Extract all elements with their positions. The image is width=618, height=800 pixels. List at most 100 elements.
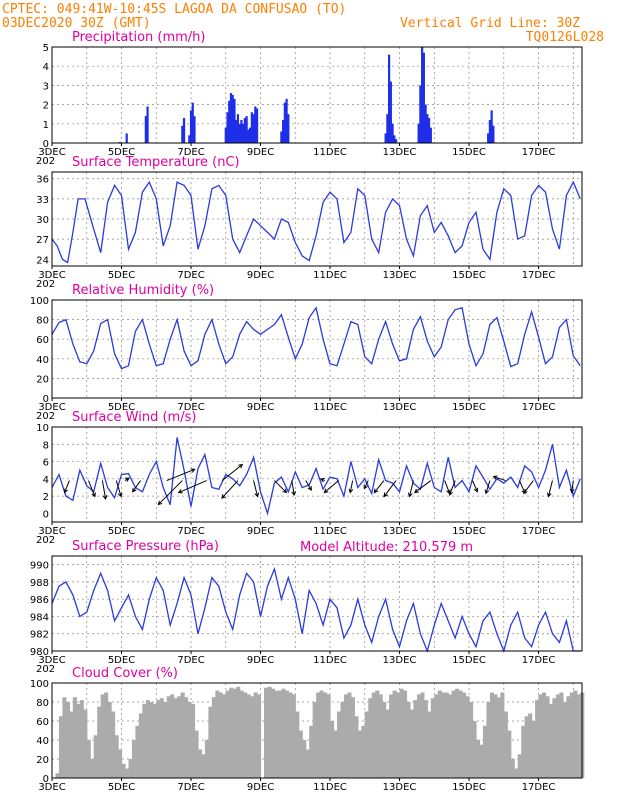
cloud-bar bbox=[264, 687, 269, 778]
x-tick-label: 7DEC bbox=[177, 655, 204, 666]
cloud-bar bbox=[319, 690, 324, 778]
cloud-bar bbox=[218, 692, 223, 778]
precip-bar bbox=[429, 127, 432, 143]
wind-arrow bbox=[546, 480, 553, 498]
year-stub: 202 bbox=[36, 535, 55, 546]
x-tick-label: 17DEC bbox=[522, 402, 556, 413]
x-tick-label: 3DEC bbox=[38, 402, 65, 413]
cloud-bar bbox=[416, 694, 421, 778]
precip-bar bbox=[419, 85, 422, 143]
x-tick-label: 9DEC bbox=[247, 147, 274, 158]
x-tick-label: 7DEC bbox=[177, 270, 204, 281]
cloud-bar bbox=[521, 725, 526, 778]
y-tick-label: 986 bbox=[30, 595, 49, 606]
cloud-bar bbox=[482, 725, 488, 778]
x-tick-label: 3DEC bbox=[38, 526, 65, 537]
wind-arrow bbox=[166, 468, 196, 482]
wind-arrow bbox=[472, 480, 479, 493]
cloud-bar bbox=[257, 694, 262, 778]
x-tick-label: 5DEC bbox=[108, 655, 135, 666]
wind-arrow bbox=[523, 480, 534, 495]
cloud-bar bbox=[281, 688, 286, 778]
cloud-bar bbox=[55, 773, 60, 778]
wind-arrow bbox=[177, 480, 207, 494]
x-tick-label: 11DEC bbox=[313, 402, 347, 413]
cloud-bar bbox=[316, 692, 321, 778]
cloud-bar bbox=[288, 692, 293, 778]
precip-bar bbox=[144, 116, 147, 143]
wind-arrow bbox=[348, 480, 354, 494]
x-tick-label: 13DEC bbox=[383, 147, 417, 158]
x-tick-label: 13DEC bbox=[383, 402, 417, 413]
precip-bar bbox=[488, 119, 492, 143]
cloud-bar bbox=[138, 713, 143, 778]
y-tick-label: 0 bbox=[43, 394, 49, 405]
panel-wind: 0 2 4 6 8 10 Surface Wind (m/s) 3DEC 5DEC 7DEC 9DE… bbox=[36, 410, 583, 546]
x-tick-label: 9DEC bbox=[247, 655, 274, 666]
cloud-bar bbox=[114, 735, 119, 778]
precip-bar bbox=[248, 127, 252, 143]
cloud-bar bbox=[124, 768, 130, 778]
cloud-bar bbox=[336, 711, 342, 778]
panel-frame bbox=[51, 46, 583, 144]
cloud-bar bbox=[555, 694, 561, 778]
cloud-bar bbox=[444, 692, 449, 778]
x-tick-label: 15DEC bbox=[452, 526, 486, 537]
y-tick-label: 60 bbox=[36, 717, 49, 728]
precip-bar bbox=[233, 98, 236, 143]
y-tick-label: 20 bbox=[36, 755, 49, 766]
cloud-bar bbox=[548, 703, 554, 778]
wind-arrow bbox=[484, 480, 491, 495]
x-tick-label: 7DEC bbox=[177, 147, 204, 158]
cloud-bar bbox=[194, 730, 199, 778]
wind-arrow bbox=[291, 480, 296, 496]
precip-bar bbox=[487, 133, 490, 143]
cloud-bar bbox=[451, 690, 456, 778]
cloud-bar bbox=[469, 702, 474, 778]
cloud-bar bbox=[399, 688, 404, 778]
cloud-bar bbox=[145, 700, 150, 778]
cloud-bar bbox=[427, 711, 432, 778]
series-line-humidity bbox=[51, 306, 581, 370]
precip-bar bbox=[490, 110, 493, 143]
y-tick-label: 4 bbox=[43, 62, 49, 73]
precip-bar bbox=[252, 114, 255, 143]
x-tick-label: 5DEC bbox=[108, 526, 135, 537]
panel-humidity: 0 20 40 60 80 100 Relative Humidity (%) 3DEC 5DE… bbox=[30, 283, 583, 422]
cloud-bar bbox=[486, 702, 491, 778]
y-tick-label: 30 bbox=[36, 215, 49, 226]
wind-arrow bbox=[305, 480, 312, 492]
panel-temperature: 24 27 30 33 36 Surface Temperature (nC) 3DEC 5D… bbox=[36, 155, 583, 290]
cloud-bar bbox=[250, 696, 255, 778]
cloud-bar bbox=[135, 725, 140, 778]
x-tick-label: 13DEC bbox=[383, 782, 417, 793]
series-line-pressure bbox=[51, 566, 581, 654]
cloud-bar bbox=[90, 759, 95, 778]
cloud-bar bbox=[343, 694, 349, 778]
cloud-bar bbox=[302, 740, 307, 778]
cloud-bar bbox=[458, 690, 463, 778]
x-tick-label: 7DEC bbox=[177, 782, 204, 793]
cloud-bar bbox=[180, 692, 185, 778]
x-tick-label: 17DEC bbox=[522, 655, 556, 666]
wind-arrow bbox=[383, 480, 397, 498]
cloud-bar bbox=[323, 692, 328, 778]
cloud-bar bbox=[559, 692, 564, 778]
cloud-bar bbox=[465, 696, 470, 778]
precip-bar bbox=[181, 125, 184, 143]
precip-bar bbox=[235, 119, 238, 143]
y-tick-label: 27 bbox=[36, 235, 49, 246]
cloud-bar bbox=[204, 740, 209, 778]
precip-bar bbox=[391, 123, 394, 143]
precip-bar bbox=[285, 98, 288, 143]
cloud-bar bbox=[298, 730, 303, 778]
cloud-bar bbox=[86, 740, 91, 778]
precip-bar bbox=[427, 118, 431, 143]
cloud-bar bbox=[430, 698, 435, 778]
cloud-bar bbox=[413, 700, 418, 778]
cloud-bar bbox=[243, 692, 248, 778]
cloud-bar bbox=[72, 697, 77, 778]
cloud-bar bbox=[295, 711, 300, 778]
precip-bar bbox=[386, 114, 389, 143]
precip-bar bbox=[389, 81, 392, 143]
